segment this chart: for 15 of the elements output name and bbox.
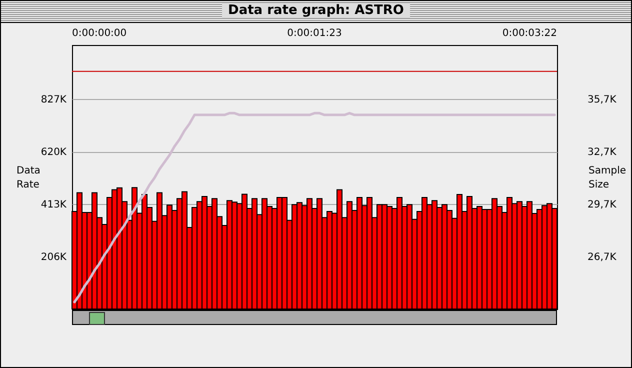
y2-tick-label: 29,7K: [588, 200, 617, 211]
text: 0:00:01:23: [287, 28, 342, 39]
y2-tick-label: 32,7K: [588, 147, 617, 158]
y-tick-label: 620K: [40, 147, 67, 158]
line-series: [73, 112, 556, 304]
y2-axis-title: Sample Size: [588, 166, 626, 190]
text: 0:00:03:22: [502, 28, 557, 39]
y2-tick-label: 35,7K: [588, 94, 617, 106]
y-axis-title: Data Rate: [16, 166, 40, 190]
y-tick-label: 413K: [40, 200, 67, 211]
y-tick-label: 827K: [40, 94, 67, 106]
y-tick-label: 206K: [40, 252, 67, 264]
chart-title: Data rate graph: ASTRO: [222, 3, 410, 18]
y2-tick-label: 26,7K: [588, 252, 617, 264]
text: 0:00:00:00: [72, 28, 127, 39]
